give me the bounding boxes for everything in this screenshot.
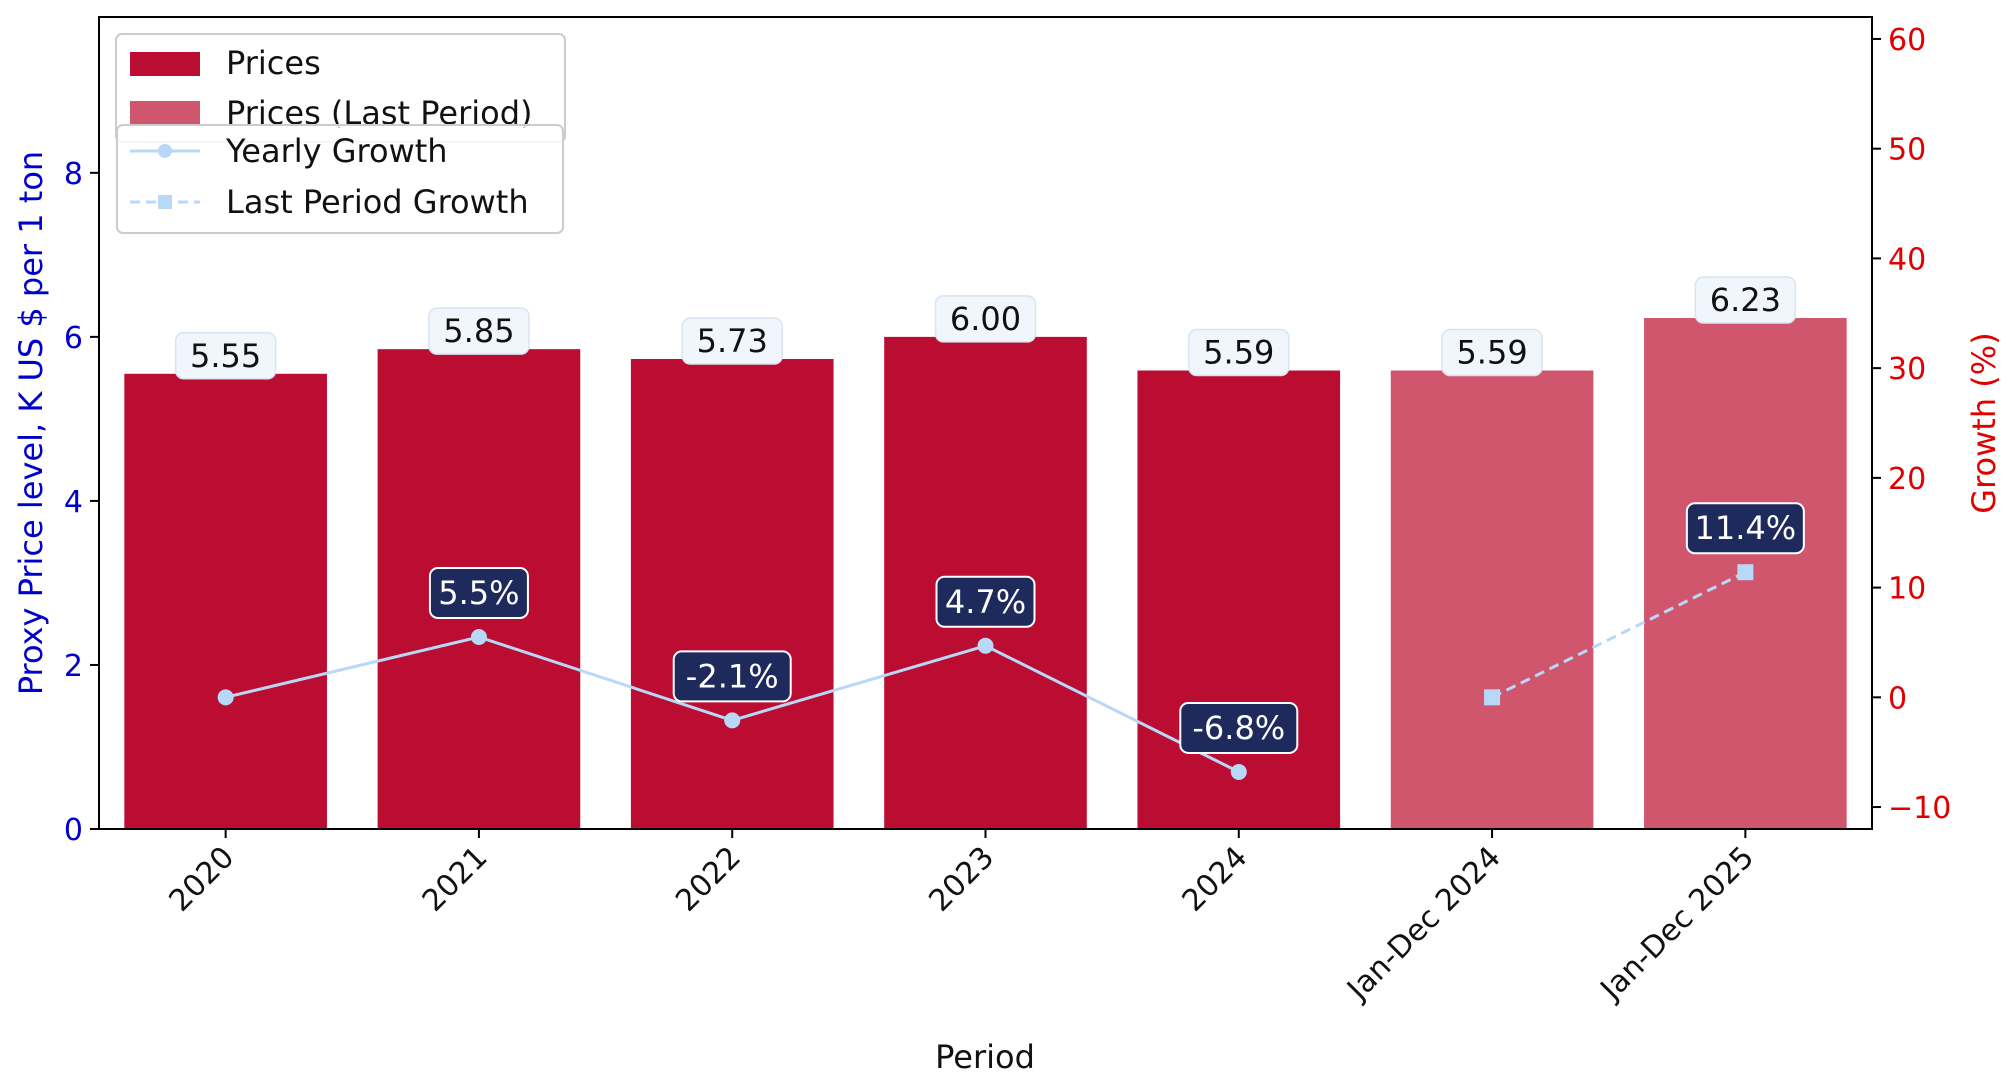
x-axis-title: Period bbox=[935, 1038, 1035, 1076]
left-tick-label: 4 bbox=[64, 485, 83, 520]
labels-layer: 5.55 5.85 5.73 6.00 5.59 5.59 6.23 5.5% -2.1% 4.7… bbox=[174, 276, 1805, 754]
growth-label-box-2022 bbox=[672, 650, 792, 703]
left-tick-label: 2 bbox=[64, 649, 83, 684]
point-yearly-growth-2021 bbox=[470, 628, 487, 645]
legend-label-last-period-growth: Last Period Growth bbox=[226, 183, 529, 221]
value-label-2022: 5.73 bbox=[697, 322, 768, 360]
value-label-box-jan-dec-2024 bbox=[1441, 328, 1543, 377]
right-tick-label: 60 bbox=[1888, 23, 1926, 58]
right-tick-label: −10 bbox=[1888, 791, 1951, 826]
right-tick-label: 50 bbox=[1888, 133, 1926, 168]
right-tick-label: 0 bbox=[1888, 681, 1907, 716]
growth-label-2021: 5.5% bbox=[438, 574, 519, 612]
value-label-jan-dec-2024: 5.59 bbox=[1456, 334, 1527, 372]
right-tick-label: 20 bbox=[1888, 462, 1926, 497]
bar-2020 bbox=[124, 373, 327, 829]
left-tick-label: 8 bbox=[64, 157, 83, 192]
right-tick-label: 40 bbox=[1888, 242, 1926, 277]
legend-marker-yearly-growth bbox=[158, 144, 172, 158]
value-label-box-2021 bbox=[428, 307, 530, 355]
left-tick-label: 0 bbox=[64, 813, 83, 848]
point-last-period-growth-jan-dec-2025 bbox=[1737, 564, 1754, 581]
legend-label-prices: Prices bbox=[226, 44, 321, 82]
value-label-box-2020 bbox=[174, 332, 277, 380]
bars-layer bbox=[124, 318, 1847, 829]
value-label-jan-dec-2025: 6.23 bbox=[1710, 281, 1781, 319]
value-label-box-2024 bbox=[1188, 328, 1290, 377]
left-tick-label: 6 bbox=[64, 321, 83, 356]
right-tick-label: 10 bbox=[1888, 572, 1926, 607]
legend-swatch-prices-last-period bbox=[130, 101, 200, 125]
point-yearly-growth-2022 bbox=[724, 712, 741, 729]
legend-swatch-prices bbox=[130, 52, 200, 76]
bar-2022 bbox=[630, 359, 834, 829]
right-tick-label: 30 bbox=[1888, 352, 1926, 387]
growth-label-box-2024 bbox=[1179, 701, 1299, 754]
lines-layer bbox=[217, 564, 1754, 780]
growth-label-box-2023 bbox=[935, 575, 1036, 628]
legend-marker-last-period-growth bbox=[158, 195, 172, 209]
value-label-box-jan-dec-2025 bbox=[1694, 276, 1797, 324]
value-label-2024: 5.59 bbox=[1203, 334, 1274, 372]
value-label-box-2023 bbox=[934, 295, 1037, 343]
bar-jan-dec-2024 bbox=[1390, 370, 1594, 829]
right-axis-title: Growth (%) bbox=[1965, 332, 2003, 513]
growth-label-2022: -2.1% bbox=[686, 657, 779, 695]
value-label-2020: 5.55 bbox=[190, 337, 261, 375]
point-yearly-growth-2020 bbox=[217, 689, 234, 706]
value-label-2023: 6.00 bbox=[950, 300, 1021, 338]
legend-growth: Yearly Growth Last Period Growth bbox=[116, 124, 564, 234]
point-yearly-growth-2023 bbox=[977, 637, 994, 654]
growth-label-jan-dec-2025: 11.4% bbox=[1695, 509, 1797, 547]
point-yearly-growth-2024 bbox=[1230, 763, 1247, 780]
growth-label-2023: 4.7% bbox=[945, 583, 1026, 621]
legend-label-yearly-growth: Yearly Growth bbox=[225, 132, 448, 170]
bar-2024 bbox=[1137, 370, 1341, 829]
growth-label-box-2021 bbox=[428, 566, 529, 619]
point-last-period-growth-jan-dec-2024 bbox=[1484, 689, 1501, 706]
legend-growth-frame bbox=[116, 124, 564, 234]
value-label-box-2022 bbox=[681, 317, 783, 365]
left-axis-title: Proxy Price level, K US $ per 1 ton bbox=[12, 151, 50, 695]
growth-label-box-jan-dec-2025 bbox=[1685, 502, 1805, 555]
legend-prices: Prices Prices (Last Period) bbox=[115, 33, 566, 143]
value-label-2021: 5.85 bbox=[443, 312, 514, 350]
growth-label-2024: -6.8% bbox=[1192, 709, 1285, 747]
